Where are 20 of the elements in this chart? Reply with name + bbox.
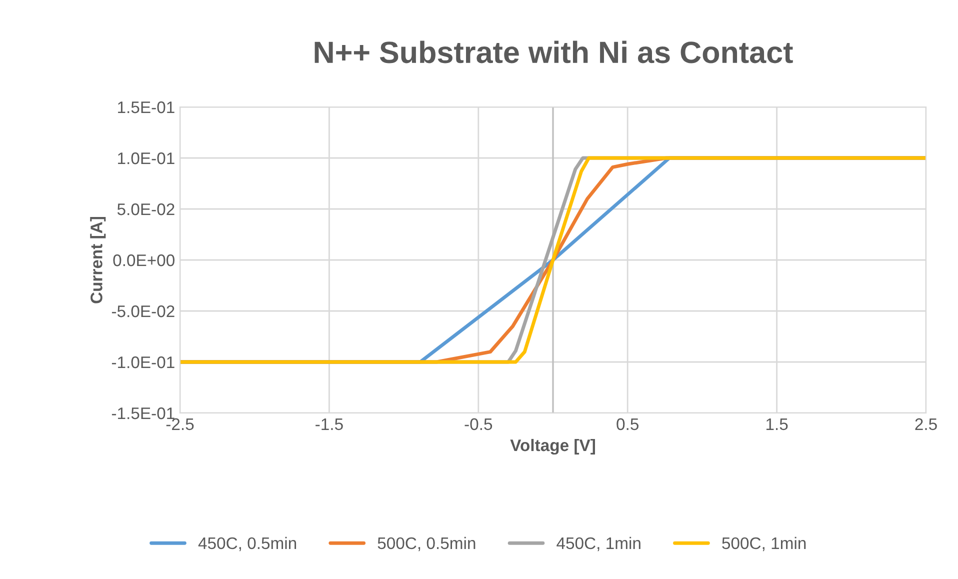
y-tick-label: 5.0E-02	[117, 203, 174, 216]
y-tick-label: 0.0E+00	[113, 254, 174, 266]
y-tick-label: 1.5E-01	[118, 101, 174, 114]
x-tick-label: -0.5	[464, 418, 492, 430]
y-tick-label: -1.5E-01	[112, 407, 174, 420]
x-tick-label: -1.5	[316, 418, 343, 430]
y-tick-label: 1.0E-01	[118, 152, 174, 164]
legend-label: 500C, 1min	[722, 536, 806, 552]
legend-label: 450C, 0.5min	[198, 536, 296, 552]
x-tick-label: 0.5	[616, 418, 638, 430]
y-axis-title: Current [A]	[90, 216, 106, 304]
x-tick-label: -2.5	[166, 418, 194, 430]
chart-title: N++ Substrate with Ni as Contact	[314, 40, 793, 64]
x-tick-label: 1.5	[766, 418, 788, 430]
legend-label: 500C, 0.5min	[378, 536, 476, 552]
x-axis-title: Voltage [V]	[510, 438, 595, 455]
legend-label: 450C, 1min	[556, 536, 640, 552]
x-tick-label: 2.5	[915, 418, 937, 430]
y-tick-label: -1.0E-01	[112, 356, 174, 368]
y-tick-label: -5.0E-02	[112, 305, 174, 318]
